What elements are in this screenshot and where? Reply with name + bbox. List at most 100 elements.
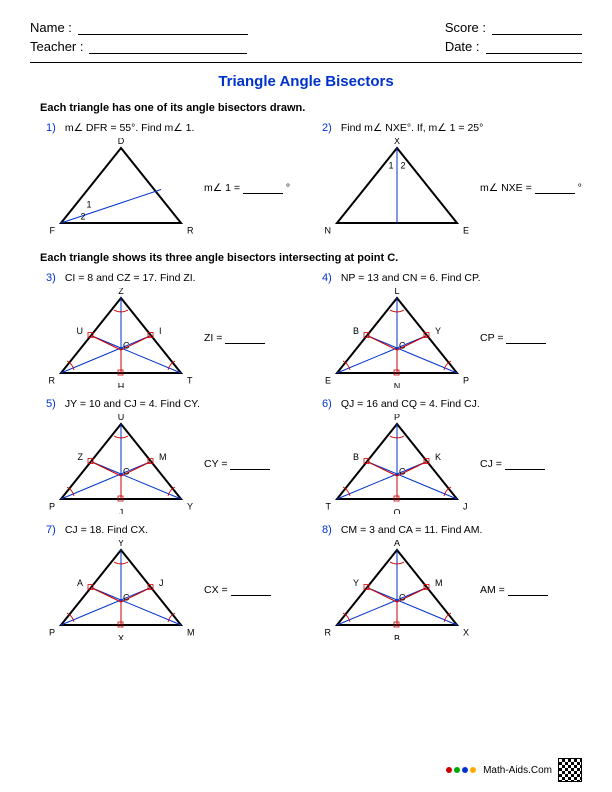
svg-text:Z: Z: [78, 452, 84, 462]
answer-blank[interactable]: [225, 333, 265, 344]
problem-number: 3): [46, 272, 56, 284]
problem-text: Find m∠ NXE°. If, m∠ 1 = 25°: [341, 122, 483, 134]
triangle-diagram: ZRTUIHC: [46, 288, 196, 388]
problem-text: CJ = 18. Find CX.: [65, 524, 148, 536]
svg-text:A: A: [77, 578, 83, 588]
svg-text:Q: Q: [393, 507, 400, 514]
teacher-label: Teacher :: [30, 39, 83, 54]
answer-label: CY =: [204, 458, 227, 470]
svg-text:X: X: [394, 138, 400, 146]
svg-text:F: F: [50, 225, 56, 235]
problem-number: 6): [322, 398, 332, 410]
score-row: Score :: [445, 20, 582, 35]
answer-blank[interactable]: [505, 459, 545, 470]
svg-text:H: H: [118, 381, 125, 388]
problem-text: NP = 13 and CN = 6. Find CP.: [341, 272, 481, 284]
answer-label: CJ =: [480, 458, 502, 470]
svg-text:K: K: [435, 452, 441, 462]
svg-text:M: M: [435, 578, 443, 588]
svg-text:P: P: [463, 375, 469, 385]
svg-text:C: C: [399, 340, 406, 350]
header-divider: [30, 62, 582, 63]
svg-text:E: E: [463, 225, 469, 235]
problems-grid: 1) m∠ DFR = 55°. Find m∠ 1. 12DFR m∠ 1 =…: [30, 120, 582, 648]
problem-text-line: 1) m∠ DFR = 55°. Find m∠ 1.: [46, 122, 298, 134]
svg-text:1: 1: [86, 199, 91, 209]
svg-text:Y: Y: [435, 326, 441, 336]
date-row: Date :: [445, 39, 582, 54]
triangle-diagram: 12 D F R: [46, 138, 196, 238]
answer-label: m∠ NXE =: [480, 182, 532, 194]
svg-text:R: R: [325, 627, 332, 637]
answer-label: ZI =: [204, 332, 222, 344]
svg-text:B: B: [353, 326, 359, 336]
svg-text:2: 2: [80, 211, 85, 221]
problem-number: 8): [322, 524, 332, 536]
answer-label: m∠ 1 =: [204, 182, 240, 194]
svg-text:P: P: [49, 627, 55, 637]
problem-number: 1): [46, 122, 56, 134]
problem-text: JY = 10 and CJ = 4. Find CY.: [65, 398, 200, 410]
name-blank[interactable]: [78, 21, 248, 35]
svg-text:P: P: [394, 414, 400, 422]
svg-text:A: A: [394, 540, 400, 548]
problem: 1) m∠ DFR = 55°. Find m∠ 1. 12 D F R m∠ 1 =…: [30, 120, 306, 246]
triangle-diagram: 12XNE: [322, 138, 472, 238]
date-blank[interactable]: [486, 40, 582, 54]
problem: 4) NP = 13 and CN = 6. Find CP. LEPBYNC …: [306, 270, 582, 396]
problem-text: m∠ DFR = 55°. Find m∠ 1.: [65, 122, 195, 134]
svg-text:P: P: [49, 501, 55, 511]
answer-field: m∠ 1 = °: [204, 182, 290, 194]
problem-text-line: 8) CM = 3 and CA = 11. Find AM.: [322, 524, 574, 536]
name-row: Name :: [30, 20, 248, 35]
svg-text:C: C: [123, 592, 130, 602]
svg-text:C: C: [123, 340, 130, 350]
answer-blank[interactable]: [535, 183, 575, 194]
answer-field: CX =: [204, 584, 271, 596]
answer-blank[interactable]: [243, 183, 283, 194]
svg-text:B: B: [353, 452, 359, 462]
section1-header: Each triangle has one of its angle bisec…: [40, 102, 582, 114]
svg-text:U: U: [118, 414, 125, 422]
page-footer: Math-Aids.Com: [445, 758, 582, 782]
svg-text:J: J: [159, 578, 164, 588]
problem-text: CI = 8 and CZ = 17. Find ZI.: [65, 272, 196, 284]
svg-text:U: U: [77, 326, 84, 336]
problem-text-line: 6) QJ = 16 and CQ = 4. Find CJ.: [322, 398, 574, 410]
svg-text:T: T: [187, 375, 193, 385]
score-blank[interactable]: [492, 21, 582, 35]
answer-blank[interactable]: [508, 585, 548, 596]
answer-label: AM =: [480, 584, 505, 596]
svg-text:D: D: [118, 138, 125, 146]
answer-blank[interactable]: [506, 333, 546, 344]
svg-text:L: L: [394, 288, 399, 296]
svg-text:I: I: [159, 326, 162, 336]
answer-suffix: °: [286, 182, 290, 194]
answer-label: CP =: [480, 332, 503, 344]
answer-blank[interactable]: [230, 459, 270, 470]
problem-number: 2): [322, 122, 332, 134]
answer-blank[interactable]: [231, 585, 271, 596]
svg-text:Y: Y: [118, 540, 124, 548]
teacher-blank[interactable]: [89, 40, 247, 54]
answer-suffix: °: [578, 182, 582, 194]
svg-text:M: M: [159, 452, 167, 462]
svg-text:Y: Y: [353, 578, 359, 588]
answer-field: CP =: [480, 332, 546, 344]
svg-text:C: C: [123, 466, 130, 476]
problem-text-line: 4) NP = 13 and CN = 6. Find CP.: [322, 272, 574, 284]
triangle-diagram: LEPBYNC: [322, 288, 472, 388]
problem: 7) CJ = 18. Find CX. YPMAJXC CX =: [30, 522, 306, 648]
svg-text:R: R: [187, 225, 194, 235]
answer-label: CX =: [204, 584, 228, 596]
svg-text:M: M: [187, 627, 195, 637]
answer-field: CJ =: [480, 458, 545, 470]
qr-icon: [558, 758, 582, 782]
svg-text:1: 1: [388, 160, 393, 170]
problem-number: 4): [322, 272, 332, 284]
problem-number: 5): [46, 398, 56, 410]
section2-header: Each triangle shows its three angle bise…: [40, 252, 582, 264]
svg-text:T: T: [326, 501, 332, 511]
svg-text:R: R: [49, 375, 56, 385]
footer-site: Math-Aids.Com: [483, 765, 552, 776]
